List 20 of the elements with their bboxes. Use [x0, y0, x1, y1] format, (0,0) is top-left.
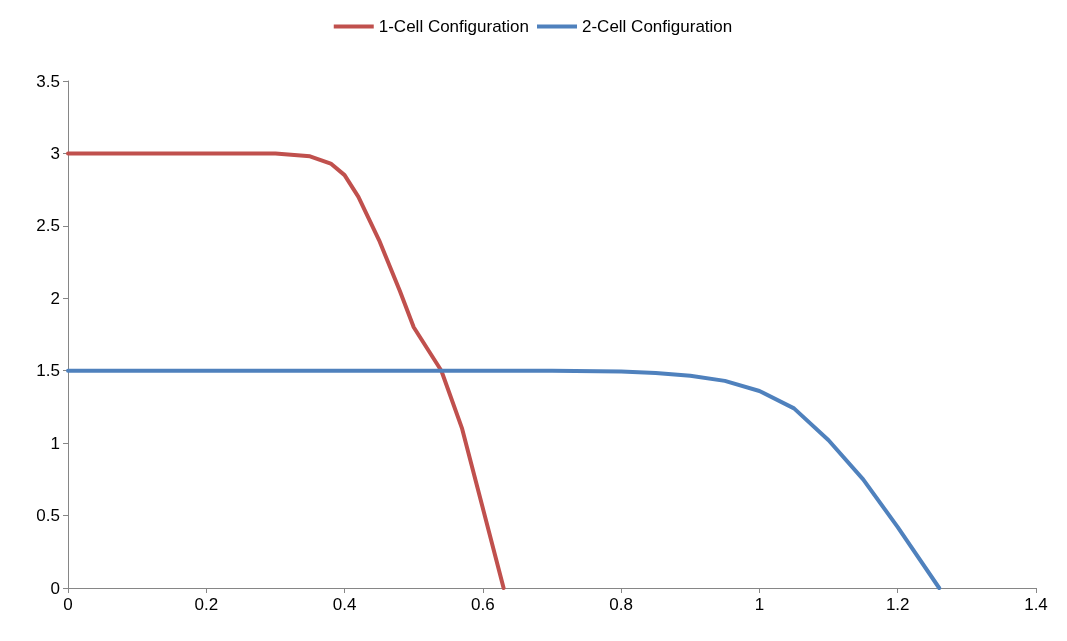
y-tick-label: 0: [50, 578, 60, 598]
y-tick-label: 1.5: [36, 361, 60, 381]
y-tick-label: 2: [50, 288, 60, 308]
line-series: [66, 368, 942, 590]
y-tick-label: 3.5: [36, 71, 60, 91]
x-tick-label: 1.2: [885, 595, 910, 614]
line-series: [66, 151, 506, 590]
y-tick-label: 2.5: [36, 216, 60, 236]
x-tick-label: 0.8: [609, 595, 633, 614]
x-tick-label: 0: [63, 595, 73, 614]
x-tick-label: 0.4: [332, 595, 357, 614]
y-tick-label: 0.5: [36, 506, 60, 526]
x-tick-label: 1.4: [1024, 595, 1048, 614]
y-tick-label: 3: [50, 143, 60, 163]
x-tick-label: 1: [754, 595, 765, 614]
legend-label: 1-Cell Configuration: [378, 17, 530, 36]
legend-label: 2-Cell Configuration: [582, 17, 733, 36]
x-tick-label: 0.2: [194, 595, 219, 614]
x-tick-label: 0.6: [471, 595, 495, 614]
y-tick-label: 1: [50, 433, 60, 453]
